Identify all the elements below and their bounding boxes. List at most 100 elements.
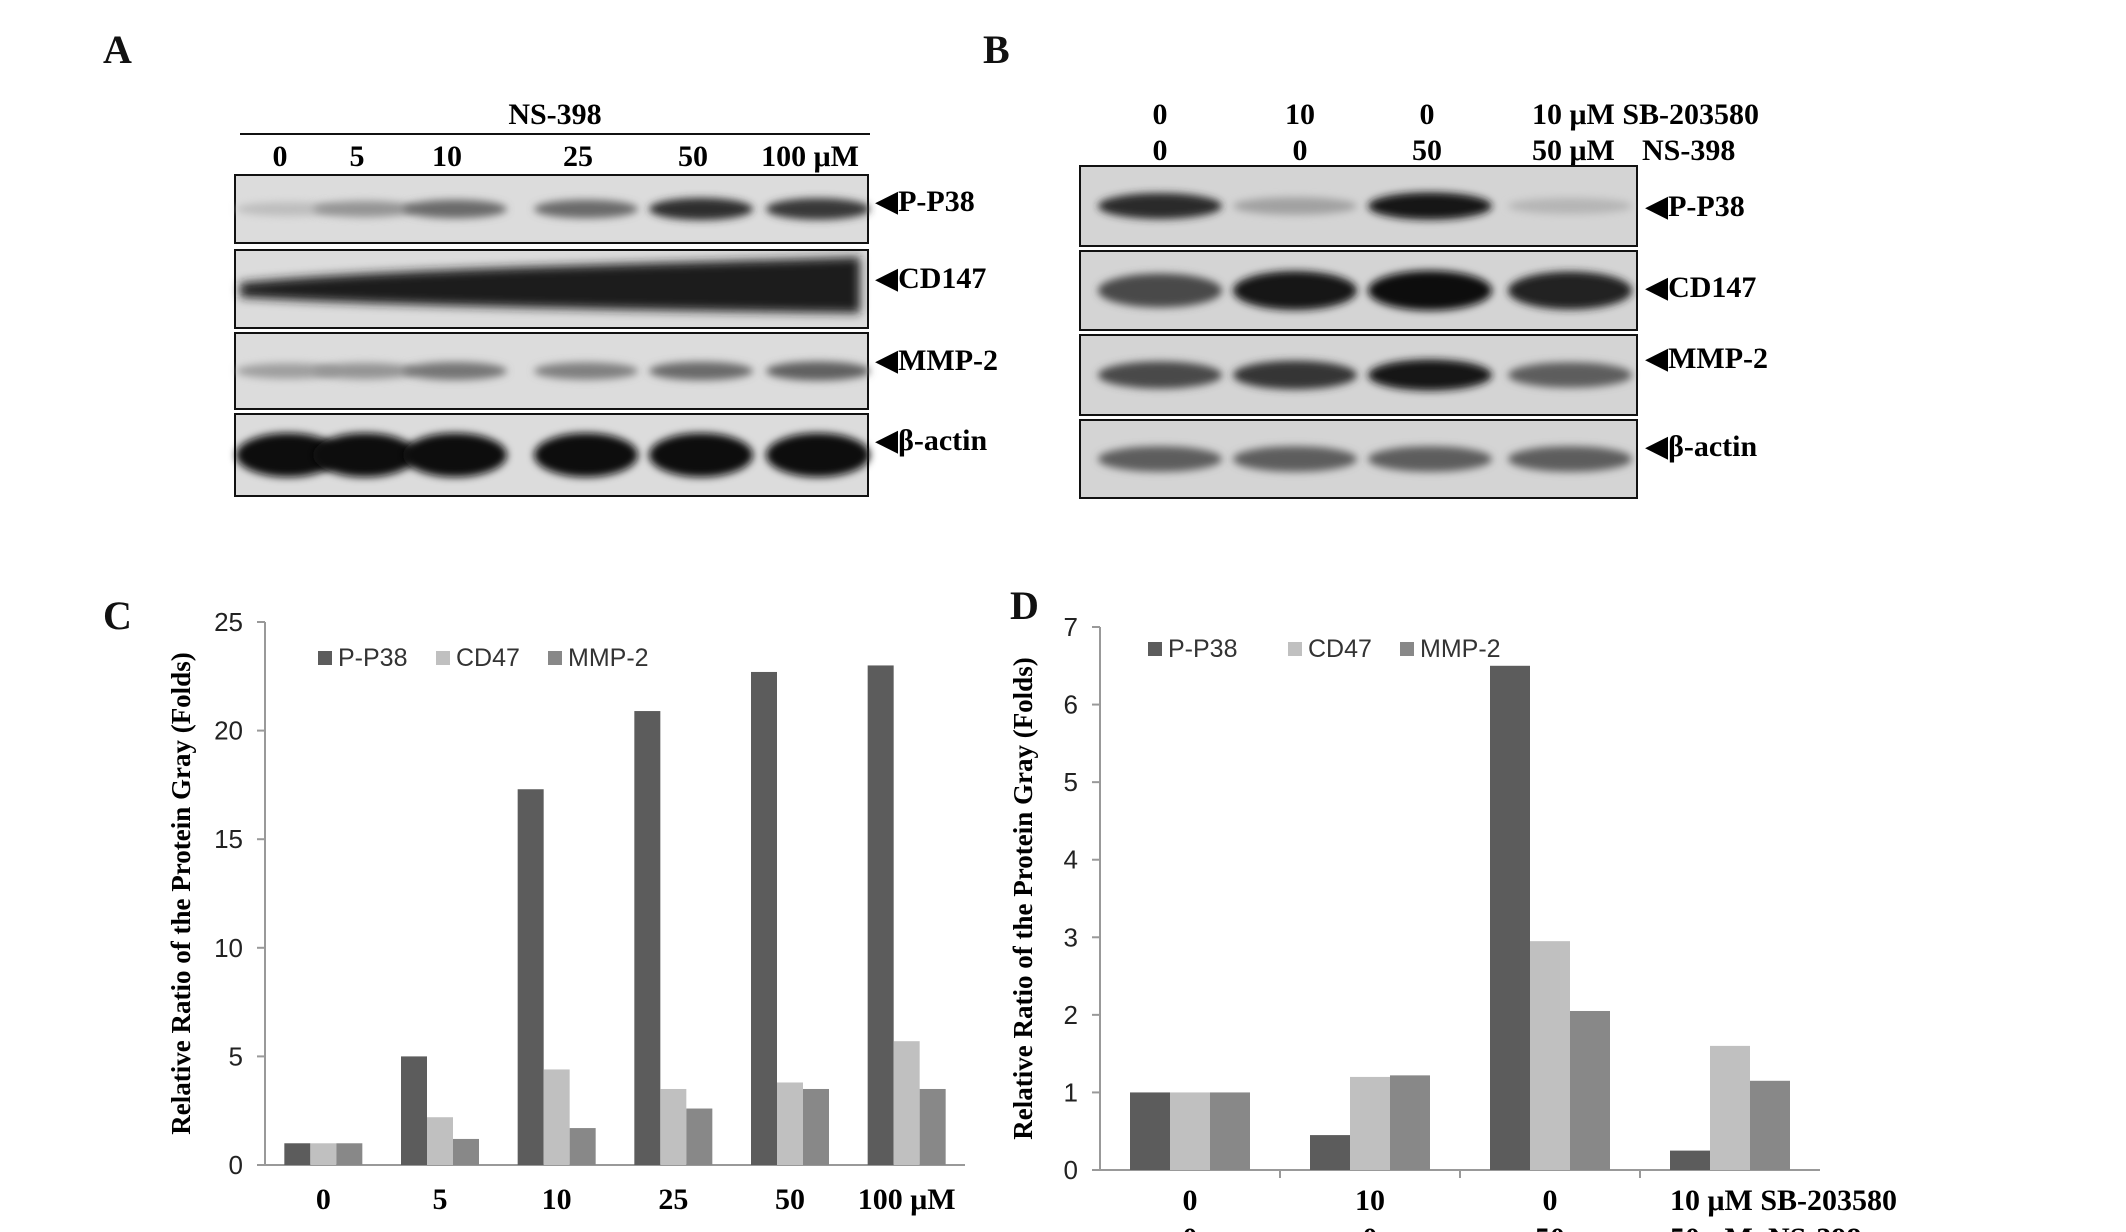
blot-a-lane-label: 50 bbox=[678, 140, 708, 173]
x-ns398-label: NS-398 bbox=[1768, 1222, 1861, 1232]
bar-p-p38 bbox=[284, 1143, 311, 1165]
bar-cd47 bbox=[1710, 1045, 1750, 1170]
blot-b-band-label: ◀P-P38 bbox=[1645, 190, 1745, 223]
blot-a-band bbox=[766, 361, 870, 381]
blot-a-band-label: ◀β-actin bbox=[875, 424, 988, 457]
bar-cd47 bbox=[427, 1117, 453, 1165]
x-tick-label: 10 μM SB-203580 bbox=[1670, 1184, 1897, 1217]
blot-b-band bbox=[1233, 360, 1357, 390]
blot-a-band bbox=[236, 433, 340, 477]
y-axis-label: Relative Ratio of the Protein Gray (Fold… bbox=[1008, 657, 1038, 1139]
panel-a-letter: A bbox=[103, 27, 132, 72]
bar-mmp-2 bbox=[1210, 1092, 1250, 1170]
blot-b-band bbox=[1233, 197, 1357, 215]
bar-cd47 bbox=[1350, 1076, 1390, 1170]
bar-mmp-2 bbox=[336, 1143, 363, 1165]
y-tick-label: 20 bbox=[214, 716, 243, 746]
blot-b-header-row1: 0 bbox=[1153, 98, 1168, 131]
x-tick-label: 5 bbox=[433, 1183, 448, 1216]
blot-a-band bbox=[236, 202, 340, 216]
x-tick-label: 0 bbox=[316, 1183, 331, 1216]
y-axis-label: Relative Ratio of the Protein Gray (Fold… bbox=[166, 652, 196, 1134]
blot-b-band bbox=[1098, 361, 1222, 389]
bar-mmp-2 bbox=[1390, 1075, 1430, 1170]
blot-a-band bbox=[766, 433, 870, 477]
blot-a-band bbox=[403, 199, 507, 219]
blot-b-band-label: ◀β-actin bbox=[1645, 430, 1758, 463]
blot-b-band bbox=[1368, 270, 1492, 311]
blot-b-header-row2: 50 μM bbox=[1532, 134, 1615, 167]
y-tick-label: 5 bbox=[1064, 767, 1078, 797]
blot-a-lane-label: 5 bbox=[350, 140, 365, 173]
blot-b-band bbox=[1508, 271, 1632, 310]
bar-cd47 bbox=[777, 1082, 803, 1165]
blot-b-band bbox=[1368, 446, 1492, 472]
blot-a-band bbox=[236, 363, 340, 379]
blot-a-band bbox=[649, 361, 753, 381]
blot-b-header-row1: 10 bbox=[1285, 98, 1315, 131]
bar-p-p38 bbox=[867, 665, 894, 1165]
blot-a-band bbox=[313, 362, 417, 380]
bar-mmp-2 bbox=[803, 1088, 829, 1165]
x-tick-label: 10 bbox=[542, 1183, 572, 1216]
blot-b-header-row2: 0 bbox=[1293, 134, 1308, 167]
legend-label: P-P38 bbox=[338, 644, 407, 672]
panel-d-letter: D bbox=[1010, 583, 1039, 628]
x-tick-label: 50 bbox=[1535, 1222, 1565, 1232]
bar-p-p38 bbox=[751, 671, 777, 1165]
y-tick-label: 5 bbox=[229, 1041, 243, 1071]
bar-cd47 bbox=[1530, 941, 1570, 1170]
bar-p-p38 bbox=[401, 1056, 427, 1165]
bar-cd47 bbox=[543, 1069, 570, 1165]
bar-mmp-2 bbox=[1750, 1080, 1790, 1170]
legend-swatch bbox=[548, 651, 562, 665]
legend-label: CD47 bbox=[1308, 635, 1372, 663]
blot-a-band-label: ◀P-P38 bbox=[875, 185, 975, 218]
bar-cd47 bbox=[310, 1143, 337, 1165]
legend-swatch bbox=[318, 651, 332, 665]
bar-mmp-2 bbox=[1570, 1010, 1610, 1170]
x-tick-label: 50 μM bbox=[1670, 1222, 1753, 1232]
bar-p-p38 bbox=[1490, 665, 1530, 1170]
bar-cd47 bbox=[893, 1041, 920, 1165]
y-tick-label: 2 bbox=[1064, 1000, 1078, 1030]
bar-p-p38 bbox=[1670, 1150, 1710, 1170]
x-tick-label: 10 bbox=[1355, 1184, 1385, 1217]
blot-b-band-label: ◀CD147 bbox=[1645, 271, 1756, 304]
y-tick-label: 10 bbox=[214, 933, 243, 963]
blot-a-band-label: ◀MMP-2 bbox=[875, 344, 998, 377]
x-tick-label: 100 μM bbox=[858, 1183, 956, 1216]
legend-swatch bbox=[1288, 642, 1302, 656]
blot-b-header-row2: 50 bbox=[1412, 134, 1442, 167]
bar-p-p38 bbox=[634, 711, 661, 1165]
legend-label: P-P38 bbox=[1168, 635, 1237, 663]
blot-a-lane-label: 25 bbox=[563, 140, 593, 173]
y-tick-label: 7 bbox=[1064, 612, 1078, 642]
blot-b-band bbox=[1368, 359, 1492, 391]
blot-b-header-row2: 0 bbox=[1153, 134, 1168, 167]
blot-b-band bbox=[1233, 446, 1357, 472]
legend-swatch bbox=[1400, 642, 1414, 656]
blot-b-band-label: ◀MMP-2 bbox=[1645, 342, 1768, 375]
x-tick-label: 0 bbox=[1183, 1184, 1198, 1217]
legend-label: MMP-2 bbox=[1420, 635, 1501, 663]
blot-a-band bbox=[313, 200, 417, 218]
bar-cd47 bbox=[1170, 1092, 1210, 1170]
blot-b-band bbox=[1098, 446, 1222, 472]
bar-mmp-2 bbox=[686, 1108, 713, 1165]
x-tick-label: 50 bbox=[775, 1183, 805, 1216]
y-tick-label: 6 bbox=[1064, 690, 1078, 720]
blot-a-lane-label: 100 μM bbox=[761, 140, 859, 173]
y-tick-label: 0 bbox=[229, 1150, 243, 1180]
bar-mmp-2 bbox=[453, 1138, 479, 1165]
legend-swatch bbox=[436, 651, 450, 665]
blot-a-band bbox=[649, 433, 753, 477]
bar-p-p38 bbox=[517, 789, 544, 1165]
y-tick-label: 0 bbox=[1064, 1155, 1078, 1185]
blot-b-band bbox=[1233, 271, 1357, 310]
panel-c-letter: C bbox=[103, 593, 132, 638]
y-tick-label: 3 bbox=[1064, 922, 1078, 952]
blot-a-band bbox=[313, 433, 417, 477]
